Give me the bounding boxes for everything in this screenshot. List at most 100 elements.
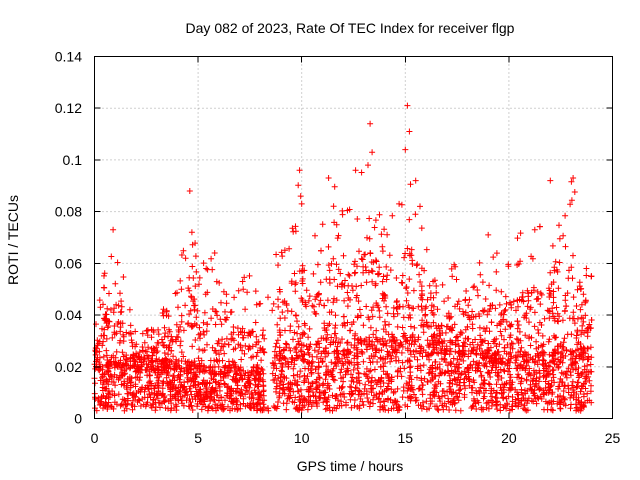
data-point <box>370 331 377 338</box>
data-point <box>191 358 198 365</box>
data-point <box>299 342 305 349</box>
data-point <box>507 379 513 386</box>
data-point <box>303 303 310 310</box>
data-point <box>440 388 447 394</box>
data-point <box>570 175 577 181</box>
data-point <box>254 400 261 407</box>
data-point <box>233 388 240 395</box>
data-point <box>380 340 387 347</box>
data-point <box>485 369 492 376</box>
data-point <box>505 356 512 363</box>
data-point <box>418 405 425 412</box>
data-point <box>482 387 489 394</box>
data-point <box>212 321 219 328</box>
data-point <box>258 392 265 399</box>
data-point <box>358 169 365 176</box>
data-point <box>368 353 375 359</box>
data-point <box>351 355 358 362</box>
data-point <box>200 260 207 267</box>
data-point <box>200 319 207 326</box>
data-point <box>451 395 457 402</box>
data-point <box>473 351 480 358</box>
data-point <box>203 265 210 272</box>
data-point <box>97 377 104 384</box>
data-point <box>225 341 232 348</box>
data-point <box>360 358 367 365</box>
data-point <box>514 262 521 268</box>
data-point <box>407 181 414 188</box>
data-point <box>486 282 493 289</box>
data-point <box>457 329 464 336</box>
data-point <box>399 343 406 350</box>
data-point <box>370 385 377 392</box>
data-point <box>343 399 349 406</box>
data-point <box>360 402 367 408</box>
data-point <box>438 322 445 329</box>
data-point <box>354 346 361 353</box>
data-point <box>348 388 355 395</box>
data-point <box>549 367 556 374</box>
data-point <box>419 291 426 297</box>
data-point <box>571 358 578 365</box>
data-point <box>195 331 202 338</box>
data-point <box>421 267 428 274</box>
data-point <box>385 375 392 382</box>
data-point <box>369 268 376 275</box>
data-point <box>393 275 400 281</box>
data-point <box>201 331 208 338</box>
data-point <box>498 375 505 381</box>
data-point <box>283 302 290 309</box>
data-point <box>524 407 531 414</box>
data-point <box>112 280 119 287</box>
data-point <box>313 386 320 393</box>
data-point <box>387 396 394 403</box>
data-point <box>297 335 304 342</box>
data-point <box>542 398 549 405</box>
data-point <box>366 341 373 348</box>
data-point <box>467 362 474 369</box>
data-point <box>244 388 251 395</box>
data-point <box>209 344 216 351</box>
data-point <box>427 400 434 407</box>
data-point <box>203 328 210 335</box>
data-point <box>456 305 463 312</box>
data-point <box>344 365 351 372</box>
data-point <box>393 299 400 306</box>
data-point <box>213 308 220 315</box>
data-point <box>253 364 260 371</box>
data-point <box>210 396 217 403</box>
data-point <box>324 297 331 304</box>
data-point <box>475 365 482 372</box>
data-point <box>536 357 543 364</box>
data-point <box>322 345 329 352</box>
data-point <box>228 336 235 343</box>
data-point <box>321 394 328 401</box>
data-point <box>456 387 462 394</box>
data-point <box>185 285 192 292</box>
data-point <box>334 283 341 290</box>
data-point <box>373 346 380 353</box>
data-point <box>280 373 287 380</box>
data-point <box>162 405 169 411</box>
data-point <box>405 385 412 392</box>
data-point <box>306 293 313 300</box>
data-point <box>200 401 206 408</box>
data-point <box>199 380 206 386</box>
data-point <box>531 371 538 378</box>
data-point <box>398 201 405 208</box>
data-point <box>104 305 111 312</box>
data-point <box>292 394 299 401</box>
data-point <box>449 324 456 331</box>
data-point <box>324 350 330 357</box>
data-point <box>221 350 228 357</box>
data-point <box>117 337 124 344</box>
data-point <box>139 330 146 337</box>
data-point <box>404 290 411 296</box>
data-point <box>570 252 576 259</box>
data-point <box>117 328 124 335</box>
data-point <box>290 336 296 343</box>
data-point <box>536 223 543 230</box>
data-point <box>344 339 351 346</box>
data-point <box>436 325 443 332</box>
data-point <box>100 332 107 339</box>
